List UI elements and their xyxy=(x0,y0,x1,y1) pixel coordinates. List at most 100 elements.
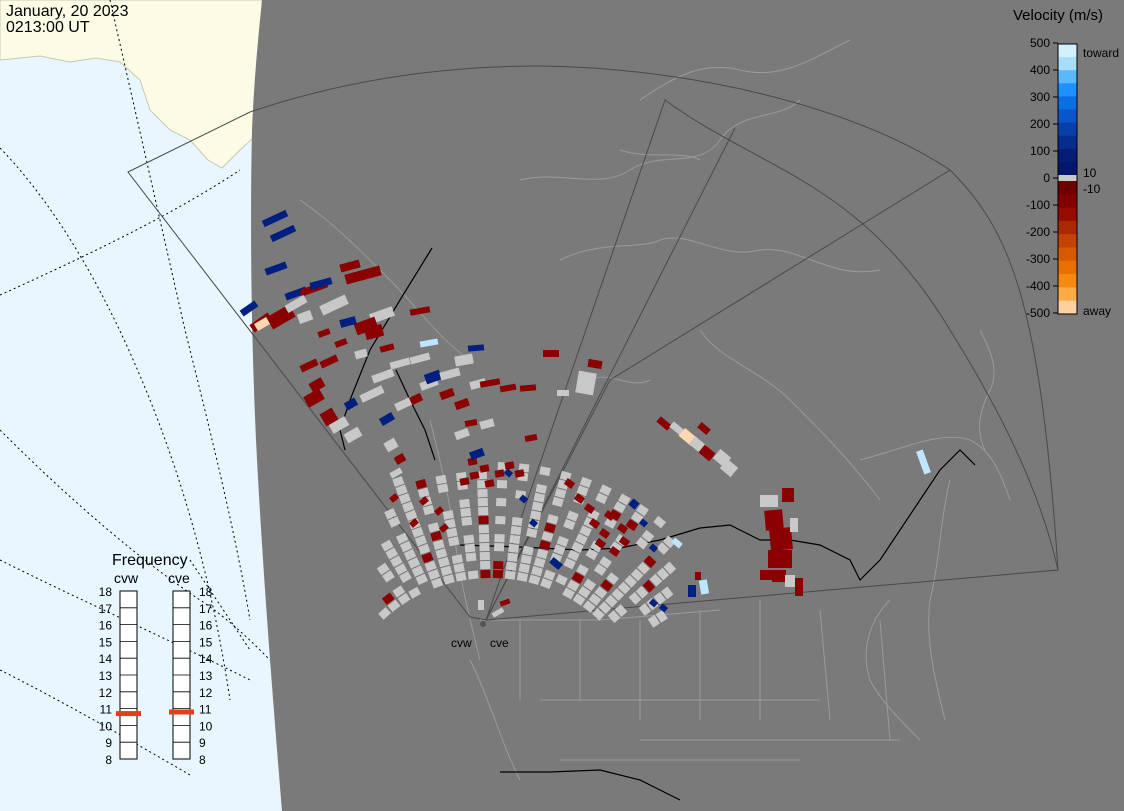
velocity-cell xyxy=(594,586,608,599)
velocity-cell xyxy=(411,526,424,538)
velocity-cell xyxy=(408,586,421,599)
velocity-cell xyxy=(603,510,616,521)
frequency-marker-cvw xyxy=(116,711,141,717)
velocity-cell xyxy=(399,540,413,553)
colorbar-away-segment xyxy=(1058,220,1077,235)
velocity-cell xyxy=(618,536,631,547)
grid-lines xyxy=(0,0,271,776)
velocity-cell xyxy=(638,603,652,616)
velocity-cell xyxy=(576,564,589,576)
velocity-cell xyxy=(572,593,586,606)
colorbar-toward-segment xyxy=(1058,122,1077,137)
velocity-cell xyxy=(638,518,649,528)
velocity-cell xyxy=(467,344,485,352)
velocity-cell xyxy=(653,592,667,605)
velocity-cell xyxy=(309,277,333,290)
velocity-cell xyxy=(593,563,607,576)
velocity-cell xyxy=(563,518,576,530)
velocity-cell xyxy=(536,548,549,560)
radar-label-cve: cve xyxy=(490,636,509,650)
velocity-cell xyxy=(303,388,325,408)
velocity-cell xyxy=(511,516,523,527)
velocity-cell xyxy=(459,498,471,508)
velocity-cell xyxy=(388,516,401,528)
frequency-tick-label: 9 xyxy=(105,736,112,750)
velocity-cell xyxy=(510,525,522,536)
velocity-cell xyxy=(499,383,517,393)
frequency-radar-cvw: cvw xyxy=(114,570,139,586)
velocity-cell xyxy=(606,572,619,585)
velocity-cell xyxy=(339,316,357,328)
velocity-cell xyxy=(477,497,489,507)
velocity-cell xyxy=(417,487,430,498)
colorbar-title: Velocity (m/s) xyxy=(1013,7,1103,24)
velocity-cell xyxy=(440,565,453,576)
velocity-cell xyxy=(469,447,485,461)
velocity-cell xyxy=(719,458,739,478)
velocity-cell xyxy=(604,594,618,608)
velocity-cell xyxy=(343,397,359,411)
velocity-cell xyxy=(613,501,627,514)
velocity-cell xyxy=(344,265,382,285)
velocity-cell xyxy=(390,555,403,568)
colorbar-toward-segment xyxy=(1058,109,1077,124)
velocity-cell xyxy=(397,592,411,606)
velocity-cell xyxy=(419,496,429,506)
velocity-cell xyxy=(616,523,629,534)
colorbar-toward-label: toward xyxy=(1083,46,1119,60)
velocity-cell xyxy=(528,518,539,528)
velocity-cell xyxy=(399,571,412,583)
velocity-cell xyxy=(575,370,597,396)
velocity-cell xyxy=(608,546,621,557)
velocity-cell xyxy=(435,474,447,485)
velocity-cell xyxy=(319,407,339,427)
velocity-cell xyxy=(385,547,399,560)
velocity-cell xyxy=(319,294,349,316)
velocity-cell xyxy=(379,343,395,353)
velocity-cell xyxy=(439,367,461,381)
velocity-cell xyxy=(661,586,674,600)
velocity-cell xyxy=(284,295,308,313)
velocity-cell xyxy=(508,543,520,553)
velocity-cell xyxy=(655,609,668,623)
velocity-cell xyxy=(381,592,395,605)
velocity-cell xyxy=(641,529,655,543)
velocity-colorbar: Velocity (m/s) 500 400 300 200 100 0 -100 -200 -… xyxy=(1013,7,1119,320)
velocity-cell xyxy=(409,518,419,528)
frequency-tick-label: 12 xyxy=(99,686,113,700)
state-lines xyxy=(480,600,900,761)
velocity-cell xyxy=(463,534,475,544)
velocity-cell xyxy=(618,493,631,506)
coastlines xyxy=(299,39,1011,781)
frequency-marker-cve xyxy=(169,709,194,715)
velocity-cell xyxy=(656,416,672,431)
velocity-cell xyxy=(648,598,659,608)
colorbar-outline xyxy=(1057,43,1078,315)
velocity-cell xyxy=(588,518,601,529)
velocity-cell xyxy=(363,323,385,341)
velocity-cell xyxy=(393,453,407,465)
velocity-cell xyxy=(625,518,639,532)
velocity-cell xyxy=(695,572,701,580)
velocity-cell xyxy=(656,567,670,581)
velocity-cell xyxy=(296,309,314,325)
velocity-cell xyxy=(785,575,795,587)
colorbar-away-segment xyxy=(1058,181,1077,195)
velocity-cell xyxy=(614,604,628,617)
velocity-cell xyxy=(551,496,564,508)
velocity-cell xyxy=(642,579,656,593)
velocity-cell xyxy=(571,571,585,584)
velocity-cell xyxy=(575,533,588,545)
velocity-cell xyxy=(478,515,489,525)
colorbar-tick-label: 0 xyxy=(1043,171,1050,185)
velocity-cell xyxy=(239,300,259,317)
velocity-cell xyxy=(455,571,467,582)
velocity-cell xyxy=(697,421,711,436)
colorbar-away-segment xyxy=(1058,207,1077,222)
velocity-cell xyxy=(269,224,297,243)
velocity-cell xyxy=(598,601,612,615)
velocity-cell xyxy=(636,503,649,517)
colorbar-toward-segment xyxy=(1058,70,1077,84)
velocity-cell xyxy=(371,368,395,384)
